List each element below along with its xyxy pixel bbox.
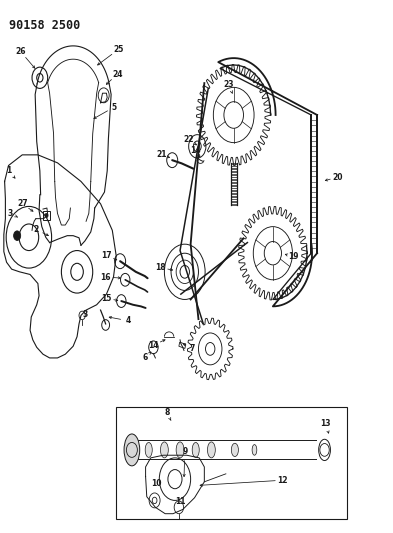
Ellipse shape (192, 442, 199, 457)
Text: 14: 14 (191, 146, 201, 155)
Text: 16: 16 (100, 273, 111, 281)
Text: 26: 26 (15, 47, 26, 55)
Text: 7: 7 (190, 344, 195, 353)
Circle shape (14, 231, 21, 240)
Text: 23: 23 (223, 80, 234, 89)
Ellipse shape (145, 442, 152, 457)
Text: 15: 15 (101, 294, 112, 303)
Bar (179, 342, 186, 349)
Text: 17: 17 (101, 252, 112, 260)
Text: 13: 13 (320, 419, 331, 428)
Text: 24: 24 (112, 70, 123, 78)
Ellipse shape (176, 442, 184, 458)
Text: 90158 2500: 90158 2500 (9, 19, 80, 33)
Text: 11: 11 (175, 497, 185, 506)
Circle shape (45, 213, 48, 217)
Text: 25: 25 (113, 45, 123, 54)
Text: 12: 12 (277, 476, 288, 484)
Text: 8: 8 (164, 408, 170, 417)
Text: 4: 4 (125, 316, 130, 325)
Text: 27: 27 (17, 199, 28, 208)
Text: 22: 22 (184, 135, 194, 144)
Text: 9: 9 (182, 447, 187, 456)
Text: 5: 5 (112, 102, 117, 111)
Text: 21: 21 (156, 150, 167, 159)
Bar (43, 211, 50, 220)
Ellipse shape (231, 443, 239, 457)
Ellipse shape (128, 441, 136, 458)
Text: 2: 2 (33, 225, 39, 234)
Ellipse shape (124, 434, 140, 466)
Text: 6: 6 (142, 353, 147, 362)
Ellipse shape (252, 445, 257, 455)
Bar (116, 407, 347, 519)
Text: 1: 1 (6, 166, 11, 175)
Text: 18: 18 (155, 263, 166, 272)
Text: 10: 10 (151, 479, 162, 488)
Text: 3: 3 (82, 310, 88, 319)
Ellipse shape (160, 442, 168, 458)
Text: 19: 19 (288, 253, 299, 261)
Text: 3: 3 (8, 209, 13, 218)
Text: 14: 14 (148, 341, 159, 350)
Ellipse shape (208, 442, 215, 458)
Text: 20: 20 (332, 173, 343, 182)
